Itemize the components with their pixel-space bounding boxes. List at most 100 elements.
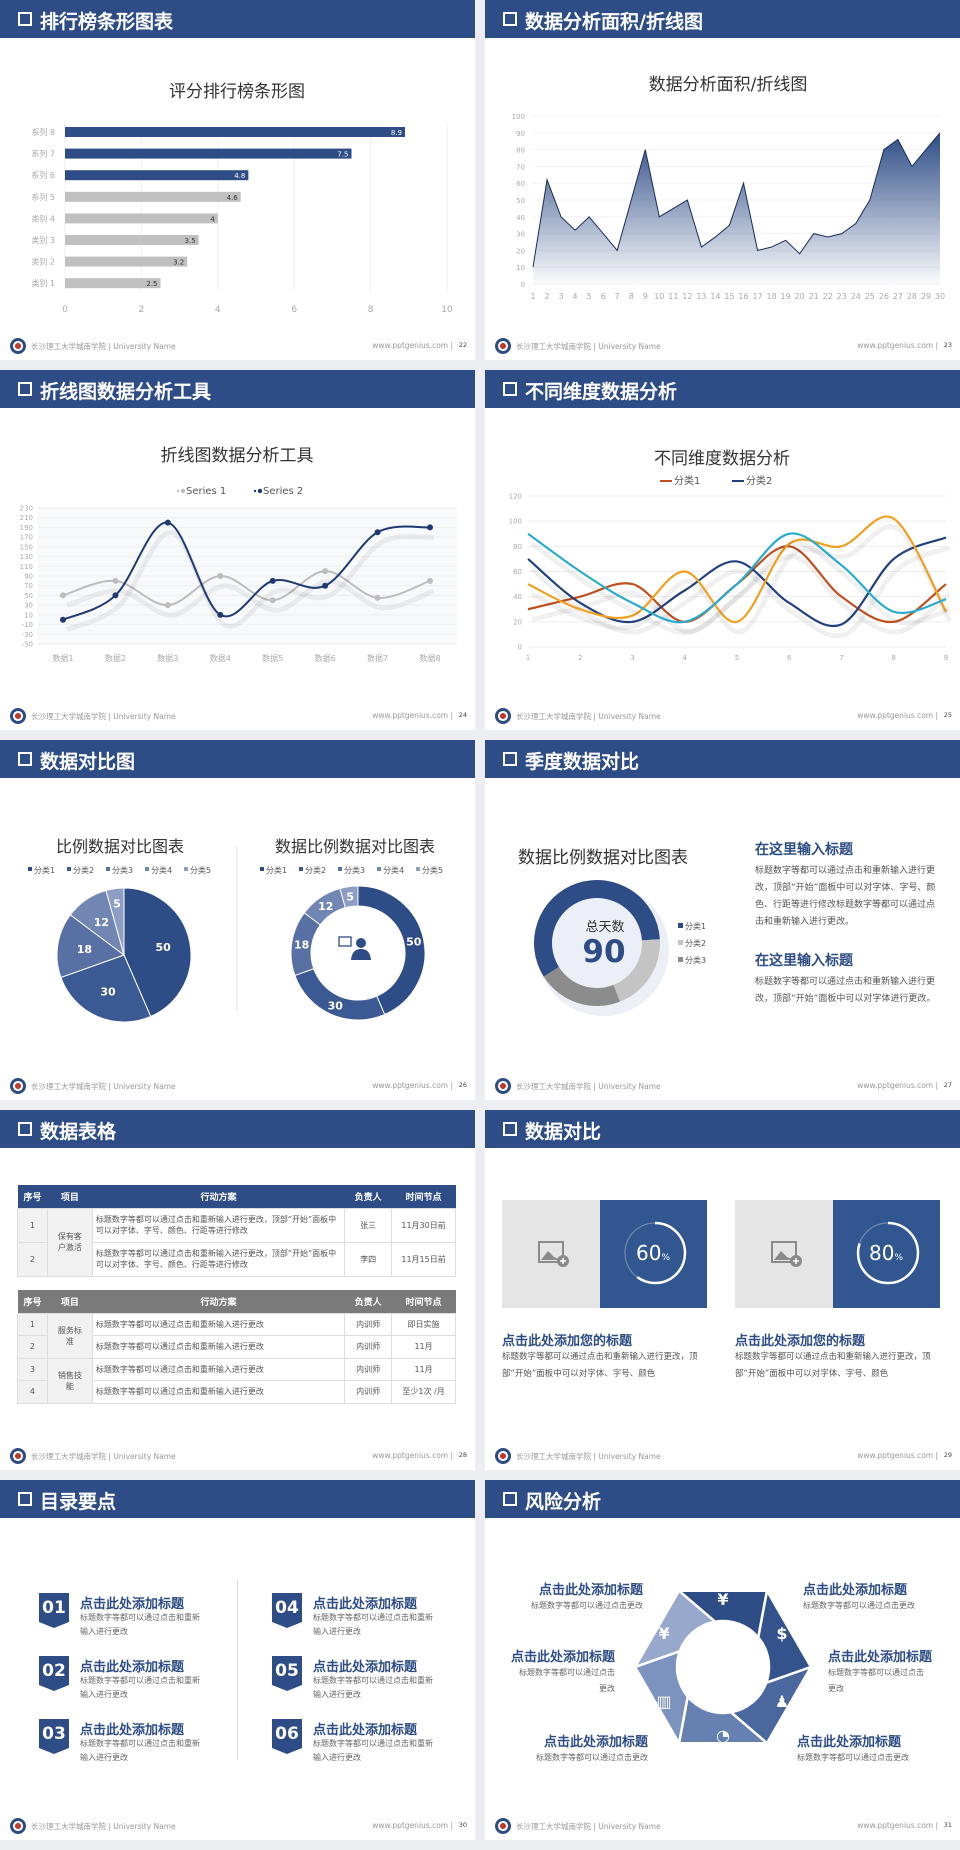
risk-heading[interactable]: 点击此处添加标题 <box>538 1583 643 1598</box>
risk-heading[interactable]: 点击此处添加标题 <box>828 1650 933 1665</box>
slide-title: 数据表格 <box>40 1121 117 1143</box>
pie-slice <box>105 887 125 956</box>
column-header: 行动方案 <box>200 1297 237 1308</box>
pie-slice <box>56 914 126 979</box>
cell-action: 标题数字等都可以通过点击和重新输入进行更改 <box>91 1335 346 1359</box>
checkbox-square-icon <box>503 752 517 766</box>
series-shadow <box>530 541 951 635</box>
x-tick-label: 10 <box>654 292 664 301</box>
number-badge: 04 <box>272 1593 302 1628</box>
cell-no: 3 <box>17 1357 48 1381</box>
cell-time: 11月 <box>391 1357 456 1381</box>
data-point <box>269 577 276 584</box>
legend-label: 分类3 <box>344 865 365 875</box>
x-tick-label: 6 <box>601 292 606 301</box>
pie-slice <box>60 954 152 1023</box>
slice-label: 30 <box>100 986 116 999</box>
toc-heading[interactable]: 点击此处添加标题 <box>80 1723 185 1738</box>
x-tick-label: 2 <box>544 292 549 301</box>
y-tick-label: 60 <box>513 568 522 576</box>
x-tick-label: 1 <box>530 292 535 301</box>
x-tick-label: 16 <box>738 292 748 301</box>
chart-canvas: 60% 80% <box>502 1200 940 1308</box>
series-shadow <box>530 545 951 639</box>
legend-label: 分类3 <box>112 865 133 875</box>
slide-title: 数据分析面积/折线图 <box>525 11 703 33</box>
column-header: 负责人 <box>354 1192 382 1203</box>
legend-label: 分类5 <box>422 865 443 875</box>
risk-heading[interactable]: 点击此处添加标题 <box>510 1650 615 1665</box>
cell-time: 至少1次 /月 <box>391 1380 456 1404</box>
slice-label: 18 <box>77 943 92 956</box>
slide-toc: 目录要点 长沙理工大学城南学院 | University Name www.pptg… <box>0 1480 475 1840</box>
university-logo-icon <box>10 1818 26 1834</box>
footer-school: 长沙理工大学城南学院 | University Name <box>31 712 176 721</box>
footer-url: www.pptgenius.com | <box>857 1821 938 1830</box>
risk-heading[interactable]: 点击此处添加标题 <box>803 1583 908 1598</box>
risk-heading[interactable]: 点击此处添加标题 <box>797 1735 902 1750</box>
footer-url: www.pptgenius.com | <box>372 1081 453 1090</box>
slide-line-tool: 折线图数据分析工具 长沙理工大学城南学院 | University Name www… <box>0 370 475 730</box>
x-tick-label: 23 <box>837 292 847 301</box>
x-tick-label: 8 <box>629 292 634 301</box>
page-number: 28 <box>458 1451 467 1459</box>
x-tick-label: 4 <box>683 654 688 662</box>
slide-footer: 长沙理工大学城南学院 | University Name www.pptgeniu… <box>485 707 960 725</box>
x-tick-label: 3 <box>630 654 634 662</box>
compare-body: 标题数字等都可以通过点击和重新输入进行更改，顶部“开始”面板中可以对字体、字号、… <box>735 1352 931 1379</box>
toc-heading[interactable]: 点击此处添加标题 <box>313 1723 418 1738</box>
university-logo-icon <box>495 1818 511 1834</box>
x-tick-label: 9 <box>643 292 648 301</box>
toc-heading[interactable]: 点击此处添加标题 <box>80 1597 185 1612</box>
checkbox-square-icon <box>18 752 32 766</box>
x-tick-label: 数据5 <box>262 653 283 663</box>
y-tick-label: 80 <box>513 543 522 551</box>
series-line <box>527 532 947 624</box>
slide-header: 数据对比 <box>485 1110 960 1148</box>
slice-label: 50 <box>156 941 172 954</box>
risk-heading[interactable]: 点击此处添加标题 <box>543 1735 648 1750</box>
compare-body: 标题数字等都可以通过点击和重新输入进行更改，顶部“开始”面板中可以对字体、字号、… <box>502 1352 698 1379</box>
compare-heading: 点击此处添加您的标题 <box>735 1334 866 1349</box>
x-tick-label: 15 <box>724 292 734 301</box>
legend-swatch <box>260 867 264 871</box>
series-shadow <box>65 530 435 633</box>
slide-title: 数据对比 <box>525 1121 602 1143</box>
slide-footer: 长沙理工大学城南学院 | University Name www.pptgeniu… <box>485 1077 960 1095</box>
data-point <box>374 529 381 536</box>
pie-slice <box>357 885 426 1016</box>
toc-heading[interactable]: 点击此处添加标题 <box>80 1660 185 1675</box>
page-number: 25 <box>943 711 952 719</box>
x-tick-label: 7 <box>839 654 843 662</box>
bar <box>65 191 241 202</box>
legend-swatch <box>299 867 303 871</box>
cell-action: 标题数字等都可以通过点击和重新输入进行更改 <box>91 1357 346 1381</box>
toc-heading[interactable]: 点击此处添加标题 <box>313 1597 418 1612</box>
legend-label: 分类5 <box>190 865 211 875</box>
category-label: 系列 7 <box>31 149 55 159</box>
toc-heading[interactable]: 点击此处添加标题 <box>313 1660 418 1675</box>
x-tick-label: 3 <box>559 292 564 301</box>
cell-no: 1 <box>17 1207 48 1243</box>
y-tick-label: 40 <box>516 214 525 222</box>
x-tick-label: 10 <box>441 305 453 315</box>
slide-title: 风险分析 <box>525 1491 602 1513</box>
slide-header: 数据表格 <box>0 1110 475 1148</box>
footer-url: www.pptgenius.com | <box>372 1451 453 1460</box>
cell-project: 销售技能 <box>46 1357 93 1404</box>
category-label: 类别 2 <box>31 257 55 267</box>
data-point <box>112 577 119 584</box>
checkbox-square-icon <box>503 382 517 396</box>
column-header: 时间节点 <box>405 1192 442 1203</box>
footer-url: www.pptgenius.com | <box>857 1081 938 1090</box>
column-header: 项目 <box>60 1192 79 1203</box>
slide-area-chart: 数据分析面积/折线图 长沙理工大学城南学院 | University Name ww… <box>485 0 960 360</box>
legend-label: 分类4 <box>383 865 404 875</box>
slide-title: 排行榜条形图表 <box>40 11 174 33</box>
bar <box>65 148 352 159</box>
bar-value-label: 7.5 <box>337 151 348 159</box>
data-point <box>217 573 224 579</box>
progress-ring <box>623 1221 687 1285</box>
divider <box>237 1580 238 1760</box>
